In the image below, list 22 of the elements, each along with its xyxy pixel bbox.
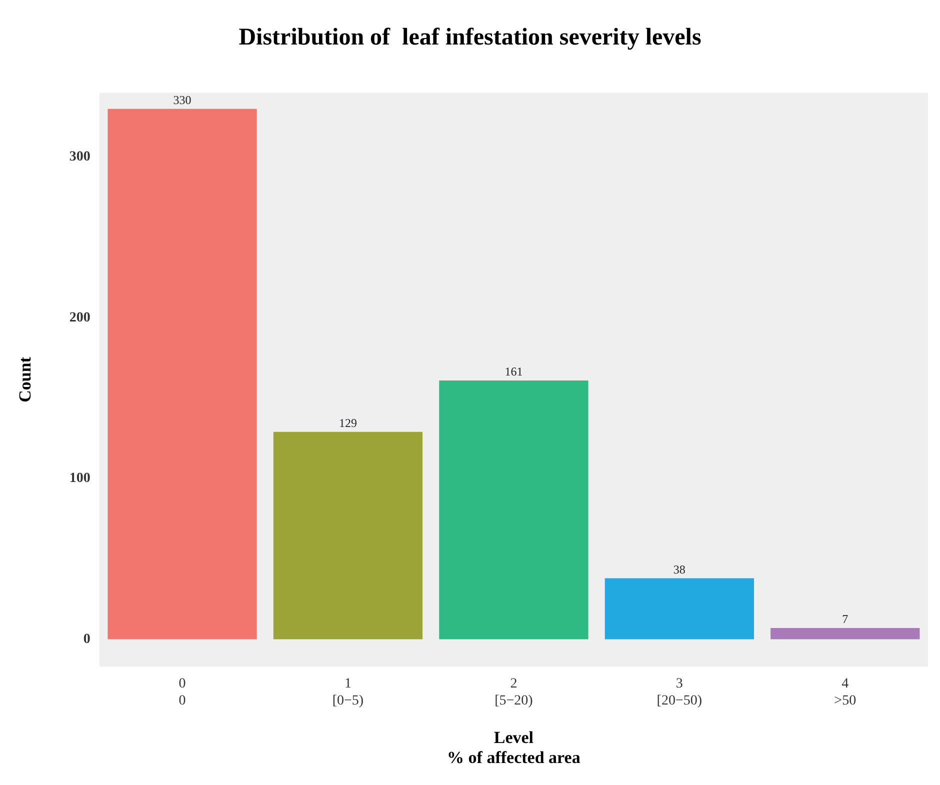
x-tick-label: 2 [5−20) [494,676,534,708]
bar [108,108,257,640]
x-tick-label: 1 [0−5) [332,676,364,708]
x-tick-label: 4 >50 [834,676,856,708]
data-label: 7 [842,612,848,626]
bar [604,578,754,640]
data-label: 38 [673,562,686,576]
data-label: 330 [173,93,192,108]
bar [439,380,588,640]
y-tick-label: 100 [69,471,90,486]
data-label: 161 [504,364,523,379]
y-tick-label: 0 [83,632,90,647]
x-axis-title: Level % of affected area [447,728,581,768]
y-axis-title: Count [16,356,35,402]
y-tick-label: 200 [69,310,90,326]
chart-title: Distribution of leaf infestation severity levels [238,24,702,51]
bar [273,432,423,640]
bar [770,628,920,640]
data-label: 129 [338,416,357,430]
y-tick-label: 300 [69,150,90,165]
x-tick-label: 3 [20−50) [656,676,702,708]
x-tick-label: 0 0 [178,676,186,708]
